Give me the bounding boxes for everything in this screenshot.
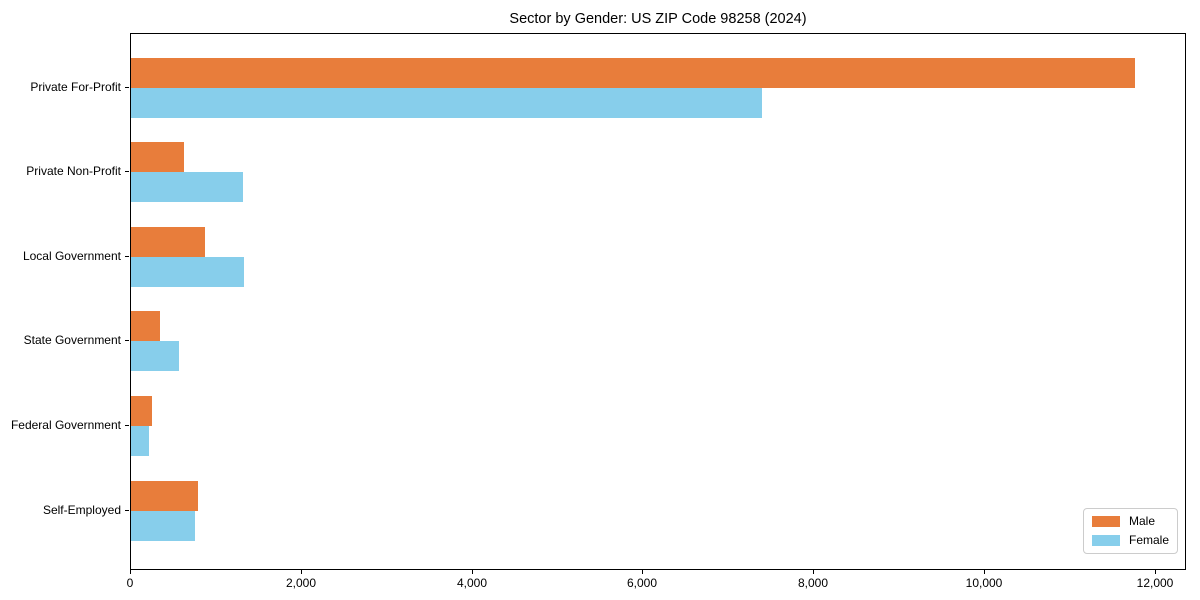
ytick-label-federal-government: Federal Government <box>10 417 121 432</box>
legend: Male Female <box>1082 508 1178 554</box>
xtick-mark-2-000 <box>301 570 302 574</box>
xtick-label-10-000: 10,000 <box>965 576 1003 590</box>
bar-male-private-for-profit <box>131 57 1135 88</box>
female-legend-swatch <box>1091 534 1120 546</box>
bar-male-local-government <box>131 226 205 257</box>
xtick-label-2-000: 2,000 <box>285 576 317 590</box>
ytick-mark-private-for-profit <box>125 86 129 88</box>
ytick-label-private-for-profit: Private For-Profit <box>30 79 121 94</box>
xtick-mark-10-000 <box>984 570 985 574</box>
legend-label-female: Female <box>1128 533 1169 547</box>
legend-label-male: Male <box>1128 514 1155 528</box>
xtick-label-6-000: 6,000 <box>626 576 658 590</box>
xtick-label-12-000: 12,000 <box>1136 576 1174 590</box>
bar-male-private-non-profit <box>131 142 184 173</box>
ytick-mark-federal-government <box>125 424 129 426</box>
bar-male-self-employed <box>131 480 198 511</box>
xtick-label-8-000: 8,000 <box>797 576 829 590</box>
bar-female-state-government <box>131 341 179 372</box>
ytick-label-state-government: State Government <box>23 333 121 348</box>
bar-male-state-government <box>131 311 160 342</box>
xtick-mark-0 <box>130 570 131 574</box>
ytick-mark-state-government <box>125 340 129 342</box>
xtick-mark-6-000 <box>642 570 643 574</box>
ytick-mark-private-non-profit <box>125 171 129 173</box>
xtick-mark-4-000 <box>472 570 473 574</box>
xtick-mark-12-000 <box>1155 570 1156 574</box>
bar-male-federal-government <box>131 395 152 426</box>
ytick-mark-local-government <box>125 255 129 257</box>
bar-female-self-employed <box>131 510 195 541</box>
xtick-mark-8-000 <box>813 570 814 574</box>
ytick-mark-self-employed <box>125 509 129 511</box>
ytick-label-private-non-profit: Private Non-Profit <box>26 164 121 179</box>
chart-title: Sector by Gender: US ZIP Code 98258 (202… <box>509 11 807 27</box>
xtick-label-0: 0 <box>126 576 134 590</box>
legend-item-male: Male <box>1091 514 1169 528</box>
ytick-label-local-government: Local Government <box>22 248 121 263</box>
bar-female-local-government <box>131 256 244 287</box>
bar-female-private-for-profit <box>131 87 762 118</box>
ytick-label-self-employed: Self-Employed <box>42 502 121 517</box>
male-legend-swatch <box>1091 515 1120 527</box>
bar-female-federal-government <box>131 425 149 456</box>
legend-item-female: Female <box>1091 533 1169 547</box>
bar-female-private-non-profit <box>131 172 243 203</box>
plot-area: Male Female <box>130 33 1186 570</box>
xtick-label-4-000: 4,000 <box>456 576 488 590</box>
